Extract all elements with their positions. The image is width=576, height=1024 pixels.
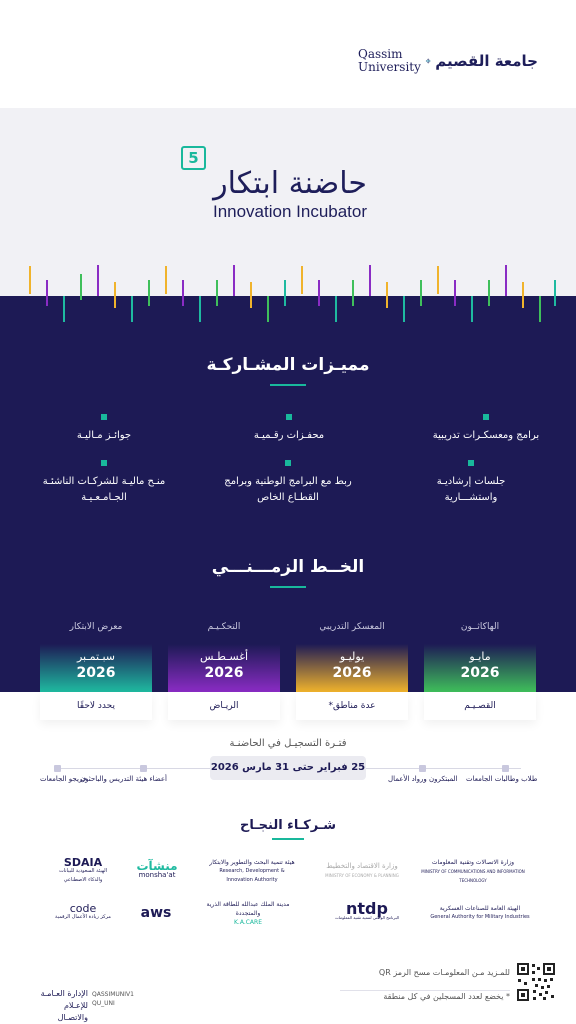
- phase-location: القصـيـم: [424, 692, 536, 720]
- features-heading: مميـزات المشـاركـة: [206, 355, 370, 375]
- timeline-heading-underline: [270, 586, 306, 588]
- audience-marker: [140, 765, 147, 772]
- media-department: الإدارة العـامـة للإعـلام والاتصـال: [40, 989, 88, 1022]
- title-band: [0, 108, 576, 296]
- bullet-icon: [286, 414, 292, 420]
- partners-heading-underline: [272, 838, 304, 840]
- qr-note: للمـزيد مـن المعلومـات مسح الرمز QR: [378, 968, 510, 977]
- features-band: [0, 296, 576, 692]
- phase-card-hackathon: مايـو 2026: [424, 644, 536, 692]
- bullet-icon: [468, 460, 474, 466]
- feature-item: ربط مع البرامج الوطنية وبرامج القطـاع ال…: [220, 460, 356, 506]
- logo-english: Qassim University: [358, 47, 421, 74]
- phase-location: الريـاض: [168, 692, 280, 720]
- audience-item: خريجو الجامعات: [40, 775, 88, 783]
- partner-logo-rdia: هيئة تنمية البحث والتطوير والابتكار Rese…: [209, 858, 295, 883]
- bullet-icon: [101, 460, 107, 466]
- partner-logo-code: code مركز ريادة الأعمال الرقمية: [55, 902, 111, 920]
- phase-label: الهاكاثــون: [460, 622, 500, 632]
- title-english: Innovation Incubator: [212, 202, 368, 221]
- registration-title: فتـرة التسجيـل في الحاضنـة: [229, 738, 347, 749]
- audience-item: أعضاء هيئة التدريس والباحثون: [80, 775, 167, 783]
- university-logo: Qassim University جامعة القصيم: [358, 38, 538, 84]
- phase-label: التحكـيـم: [207, 622, 241, 632]
- feature-item: منـح ماليـة للشركـات الناشئـة الجـامـعـي…: [36, 460, 172, 506]
- social-handle: QASSIMUNIV1: [92, 991, 134, 998]
- audience-marker: [54, 765, 61, 772]
- social-handle: QU_UNI: [92, 1000, 115, 1007]
- phase-label: معرض الابتكار: [69, 622, 123, 632]
- feature-item: جلسات إرشاديـة واستشـــارية: [416, 460, 526, 506]
- partner-logo-aws: aws: [140, 904, 172, 921]
- features-heading-underline: [270, 384, 306, 386]
- footer-divider: [340, 990, 510, 991]
- title-arabic: حاضنة ابتكار: [213, 166, 367, 201]
- partner-logo-monshaat: منشآت monsha'at: [136, 859, 178, 879]
- phase-card-exhibition: سبـتمـبر 2026: [40, 644, 152, 692]
- audience-item: المبتكرون ورواد الأعمال: [388, 775, 458, 783]
- phase-label: المعسكر التدريبي: [319, 622, 385, 632]
- bullet-icon: [483, 414, 489, 420]
- social-handles: QASSIMUNIV1 QU_UNI: [92, 990, 134, 1008]
- partner-logo-kacare: مدينة الملك عبدالله للطاقة الذرية والمتج…: [206, 900, 290, 926]
- partner-logo-mep: وزارة الاقتصاد والتخطيط MINISTRY OF ECON…: [325, 862, 399, 878]
- incubator-number-badge: 5: [181, 146, 206, 170]
- feature-item: محفـزات رقـميـة: [209, 414, 369, 444]
- bullet-icon: [101, 414, 107, 420]
- partner-logo-mcit: وزارة الاتصالات وتقنية المعلومات MINISTR…: [421, 858, 525, 883]
- logo-arabic: جامعة القصيم: [435, 52, 538, 70]
- partner-logo-ntdp: ntdp البرنامج الوطني لتنمية تقنية المعلو…: [334, 899, 400, 921]
- phase-location: عدة مناطق*: [296, 692, 408, 720]
- bullet-icon: [285, 460, 291, 466]
- audience-marker: [419, 765, 426, 772]
- feature-item: برامج ومعسكـرات تدريبية: [406, 414, 566, 444]
- audience-item: طلاب وطالبات الجامعات: [466, 775, 538, 783]
- decorative-bars: [29, 265, 556, 322]
- phase-location: يحدد لاحقًا: [40, 692, 152, 720]
- registration-period: 25 فبراير حتى 31 مارس 2026: [210, 756, 366, 780]
- feature-item: جوائـز مـاليـة: [24, 414, 184, 444]
- phase-card-bootcamp: يوليـو 2026: [296, 644, 408, 692]
- phase-card-judging: أغسـطـس 2026: [168, 644, 280, 692]
- qr-code-icon[interactable]: [516, 962, 556, 1002]
- audience-marker: [502, 765, 509, 772]
- header: Qassim University جامعة القصيم: [0, 0, 576, 108]
- university-emblem-icon: [425, 58, 431, 64]
- partners-heading: شـركـاء النجـاح: [239, 818, 337, 833]
- registration-footnote: * يخضع لعدد المسجلين في كل منطقة: [383, 992, 510, 1001]
- partner-logo-gami: الهيئة العامة للصناعات العسكرية General …: [430, 905, 530, 920]
- timeline-heading: الخــط الزمـــنـــي: [211, 557, 365, 577]
- partner-logo-sdaia: SDAIA الهيئة السعودية للبيانات والذكاء ا…: [58, 855, 108, 883]
